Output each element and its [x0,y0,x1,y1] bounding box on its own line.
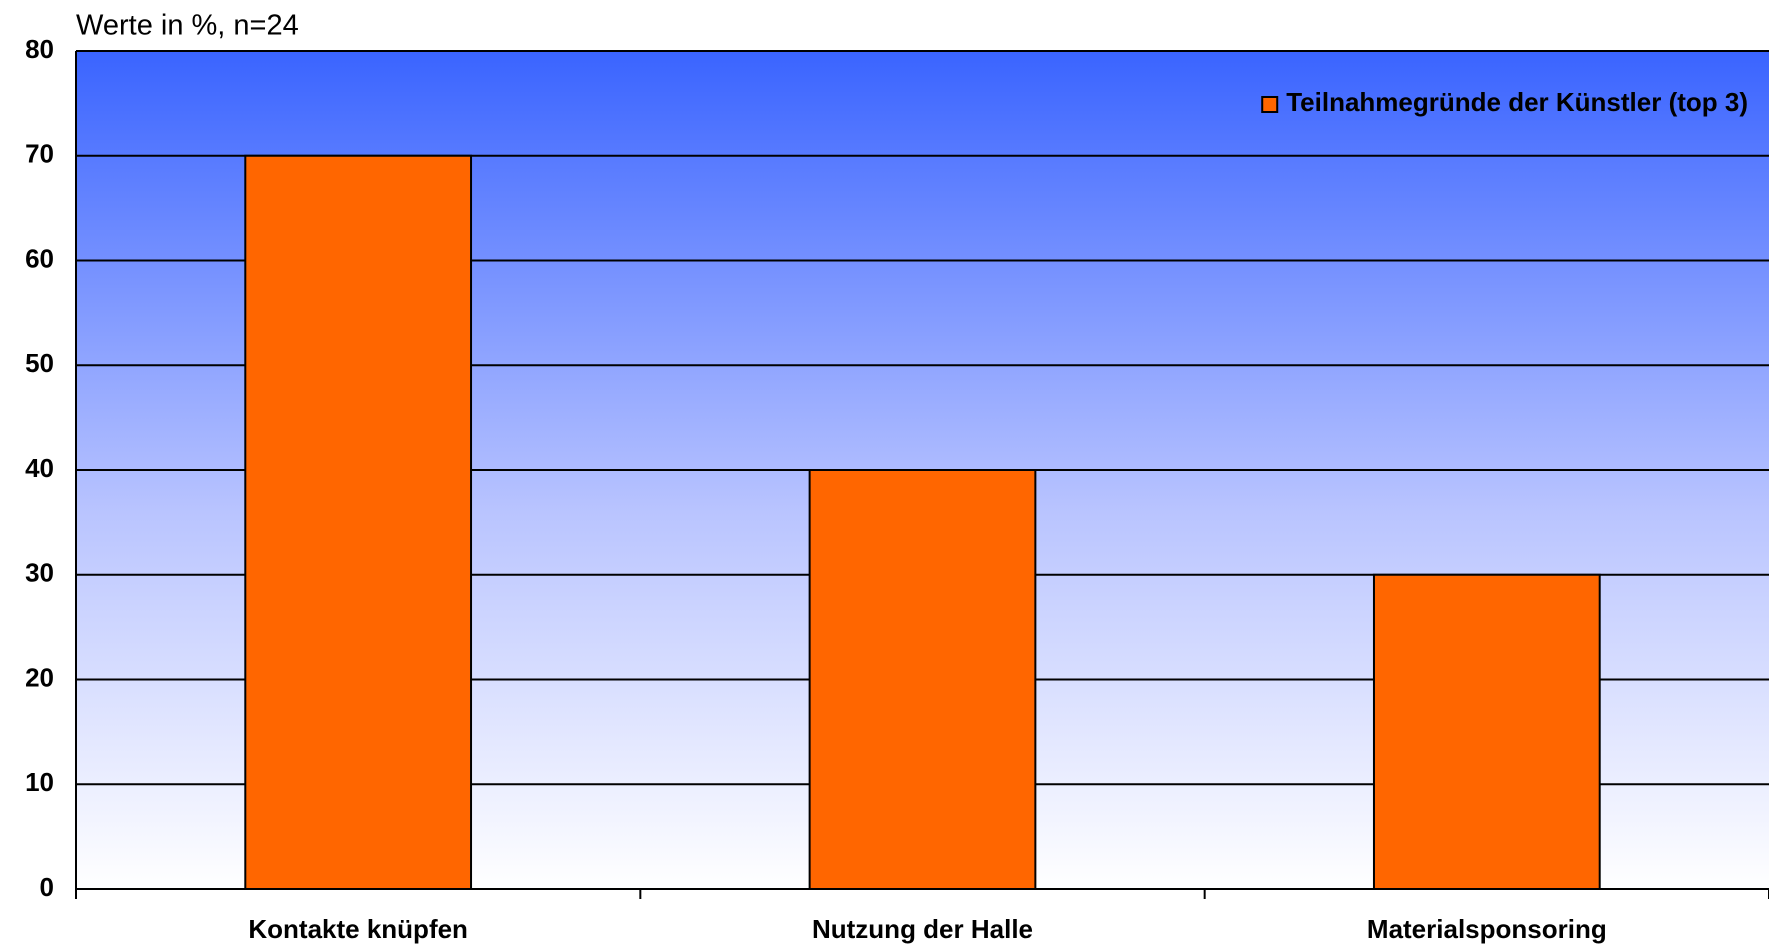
y-tick-label: 60 [25,243,54,273]
y-tick-label: 30 [25,558,54,588]
y-tick-label: 20 [25,662,54,692]
legend-label: Teilnahmegründe der Künstler (top 3) [1286,87,1748,117]
legend-swatch [1261,96,1279,113]
bar [1372,573,1601,890]
y-tick-label: 80 [25,34,54,64]
bar [808,469,1037,890]
y-tick-label: 0 [40,872,54,902]
x-tick-label: Nutzung der Halle [812,914,1033,944]
y-tick-label: 50 [25,348,54,378]
x-tick-label: Kontakte knüpfen [248,914,468,944]
chart-title: Werte in %, n=24 [76,10,299,42]
y-tick-label: 10 [25,767,54,797]
bar [244,154,473,890]
y-tick-label: 40 [25,453,54,483]
y-tick-label: 70 [25,139,54,169]
x-tick-label: Materialsponsoring [1367,914,1607,944]
